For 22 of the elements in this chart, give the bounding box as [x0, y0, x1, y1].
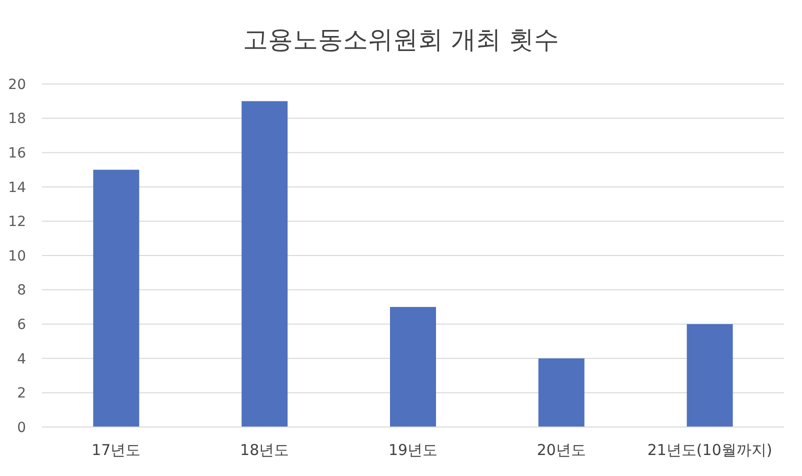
y-tick-label: 6 [17, 317, 26, 333]
y-tick-label: 10 [8, 248, 26, 264]
y-tick-label: 16 [8, 146, 26, 162]
chart-title: 고용노동소위원회 개최 횟수 [243, 25, 559, 54]
x-tick-label: 17년도 [92, 441, 141, 459]
bar [93, 170, 140, 427]
bar [538, 358, 584, 427]
x-tick-label: 18년도 [240, 441, 290, 459]
y-tick-label: 20 [8, 76, 26, 93]
y-tick-label: 4 [17, 351, 26, 368]
x-tick-label: 20년도 [536, 441, 586, 459]
bar [390, 306, 436, 427]
y-tick-label: 8 [17, 282, 26, 299]
y-tick-label: 12 [8, 214, 26, 230]
y-tick-label: 14 [8, 180, 26, 196]
x-tick-label: 19년도 [388, 441, 438, 459]
bar [242, 101, 288, 427]
y-tick-label: 0 [17, 420, 26, 436]
y-tick-label: 2 [17, 386, 26, 402]
x-tick-label: 21년도(10월까지) [647, 441, 772, 459]
bar [686, 324, 733, 427]
y-tick-label: 18 [8, 111, 26, 128]
